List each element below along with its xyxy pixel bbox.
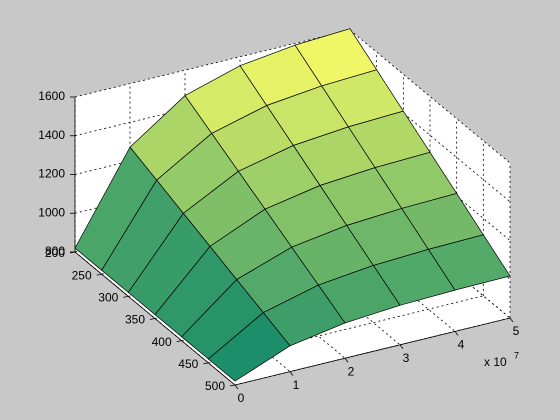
y-tick-mark: [203, 362, 209, 365]
x-tick-mark: [509, 317, 514, 323]
x-multiplier: x 10: [484, 355, 507, 369]
x-tick-label: 0: [238, 391, 245, 405]
y-tick-label: 500: [205, 379, 225, 393]
grid-line: [74, 29, 351, 98]
y-tick-label: 300: [98, 291, 118, 305]
x-axis: [234, 317, 511, 386]
x-tick-mark: [454, 331, 459, 336]
y-tick-label: 250: [72, 268, 92, 282]
y-tick-mark: [149, 318, 156, 320]
x-exponent: 7: [514, 350, 519, 360]
y-tick-label: 350: [125, 313, 145, 327]
y-axis: [74, 251, 236, 386]
x-tick-mark: [289, 371, 294, 376]
x-tick-label: 4: [458, 338, 465, 352]
grid-line: [208, 295, 484, 364]
y-tick-mark: [176, 340, 182, 343]
y-tick-label: 400: [152, 335, 172, 349]
z-tick-label: 1600: [38, 89, 65, 103]
y-tick-label: 200: [45, 246, 65, 260]
x-tick-mark: [399, 344, 404, 350]
x-tick-label: 1: [293, 378, 300, 392]
x-tick-label: 5: [513, 324, 520, 338]
z-tick-label: 1200: [38, 167, 65, 181]
surface-patch: [207, 312, 291, 382]
y-tick-mark: [96, 273, 102, 276]
y-tick-mark: [123, 295, 129, 298]
x-tick-label: 2: [348, 364, 355, 378]
x-tick-label: 3: [403, 351, 410, 365]
x-tick-mark: [344, 357, 349, 363]
x-tick-mark: [234, 384, 239, 390]
y-tick-label: 450: [178, 357, 198, 371]
z-tick-label: 1000: [38, 205, 65, 219]
y-tick-mark: [229, 384, 236, 387]
z-tick-label: 1400: [38, 128, 65, 142]
z-tick-label: 800: [45, 244, 65, 258]
